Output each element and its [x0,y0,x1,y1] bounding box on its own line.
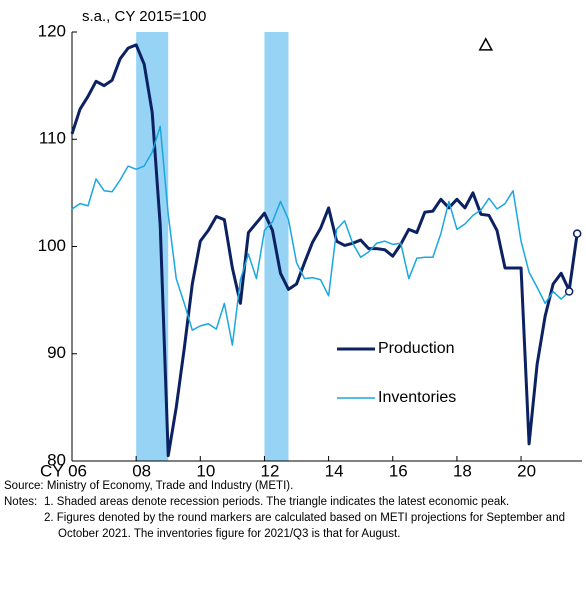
note-list: 1. Shaded areas denote recession periods… [44,494,580,542]
projection-marker [572,229,582,238]
footnotes: Source: Ministry of Economy, Trade and I… [4,478,580,542]
y-tick-label: 110 [39,129,66,148]
chart-subtitle: s.a., CY 2015=100 [82,8,206,25]
x-tick-label: 12 [261,461,280,478]
y-tick-label: 100 [38,236,66,255]
recession-band [136,32,169,461]
x-tick-label: 20 [517,461,536,478]
legend-label: Production [378,340,455,357]
y-tick-label: 90 [47,343,66,362]
notes-label: Notes: [4,496,38,508]
y-tick-label: 80 [47,450,66,469]
x-tick-label: 18 [453,461,472,478]
legend-label: Inventories [378,389,456,406]
series-line [70,43,579,458]
notes: Notes: 1. Shaded areas denote recession … [4,494,580,542]
source: Source: Ministry of Economy, Trade and I… [4,480,294,492]
x-tick-label: 10 [196,461,215,478]
chart: s.a., CY 2015=100 80 90 100 110 120 CY 06 08 10… [38,8,582,478]
projection-marker [564,287,574,296]
note: 1. Shaded areas denote recession periods… [44,496,510,508]
y-tick-label: 120 [38,21,66,40]
note: 2. Figures denoted by the round markers … [44,512,565,540]
x-tick-label: 14 [325,461,344,478]
x-tick-label: 08 [132,461,151,478]
series-line [71,125,570,346]
x-tick-label: 16 [389,461,408,478]
peak-triangle [478,37,494,51]
x-tick-label: CY 06 [40,461,87,478]
